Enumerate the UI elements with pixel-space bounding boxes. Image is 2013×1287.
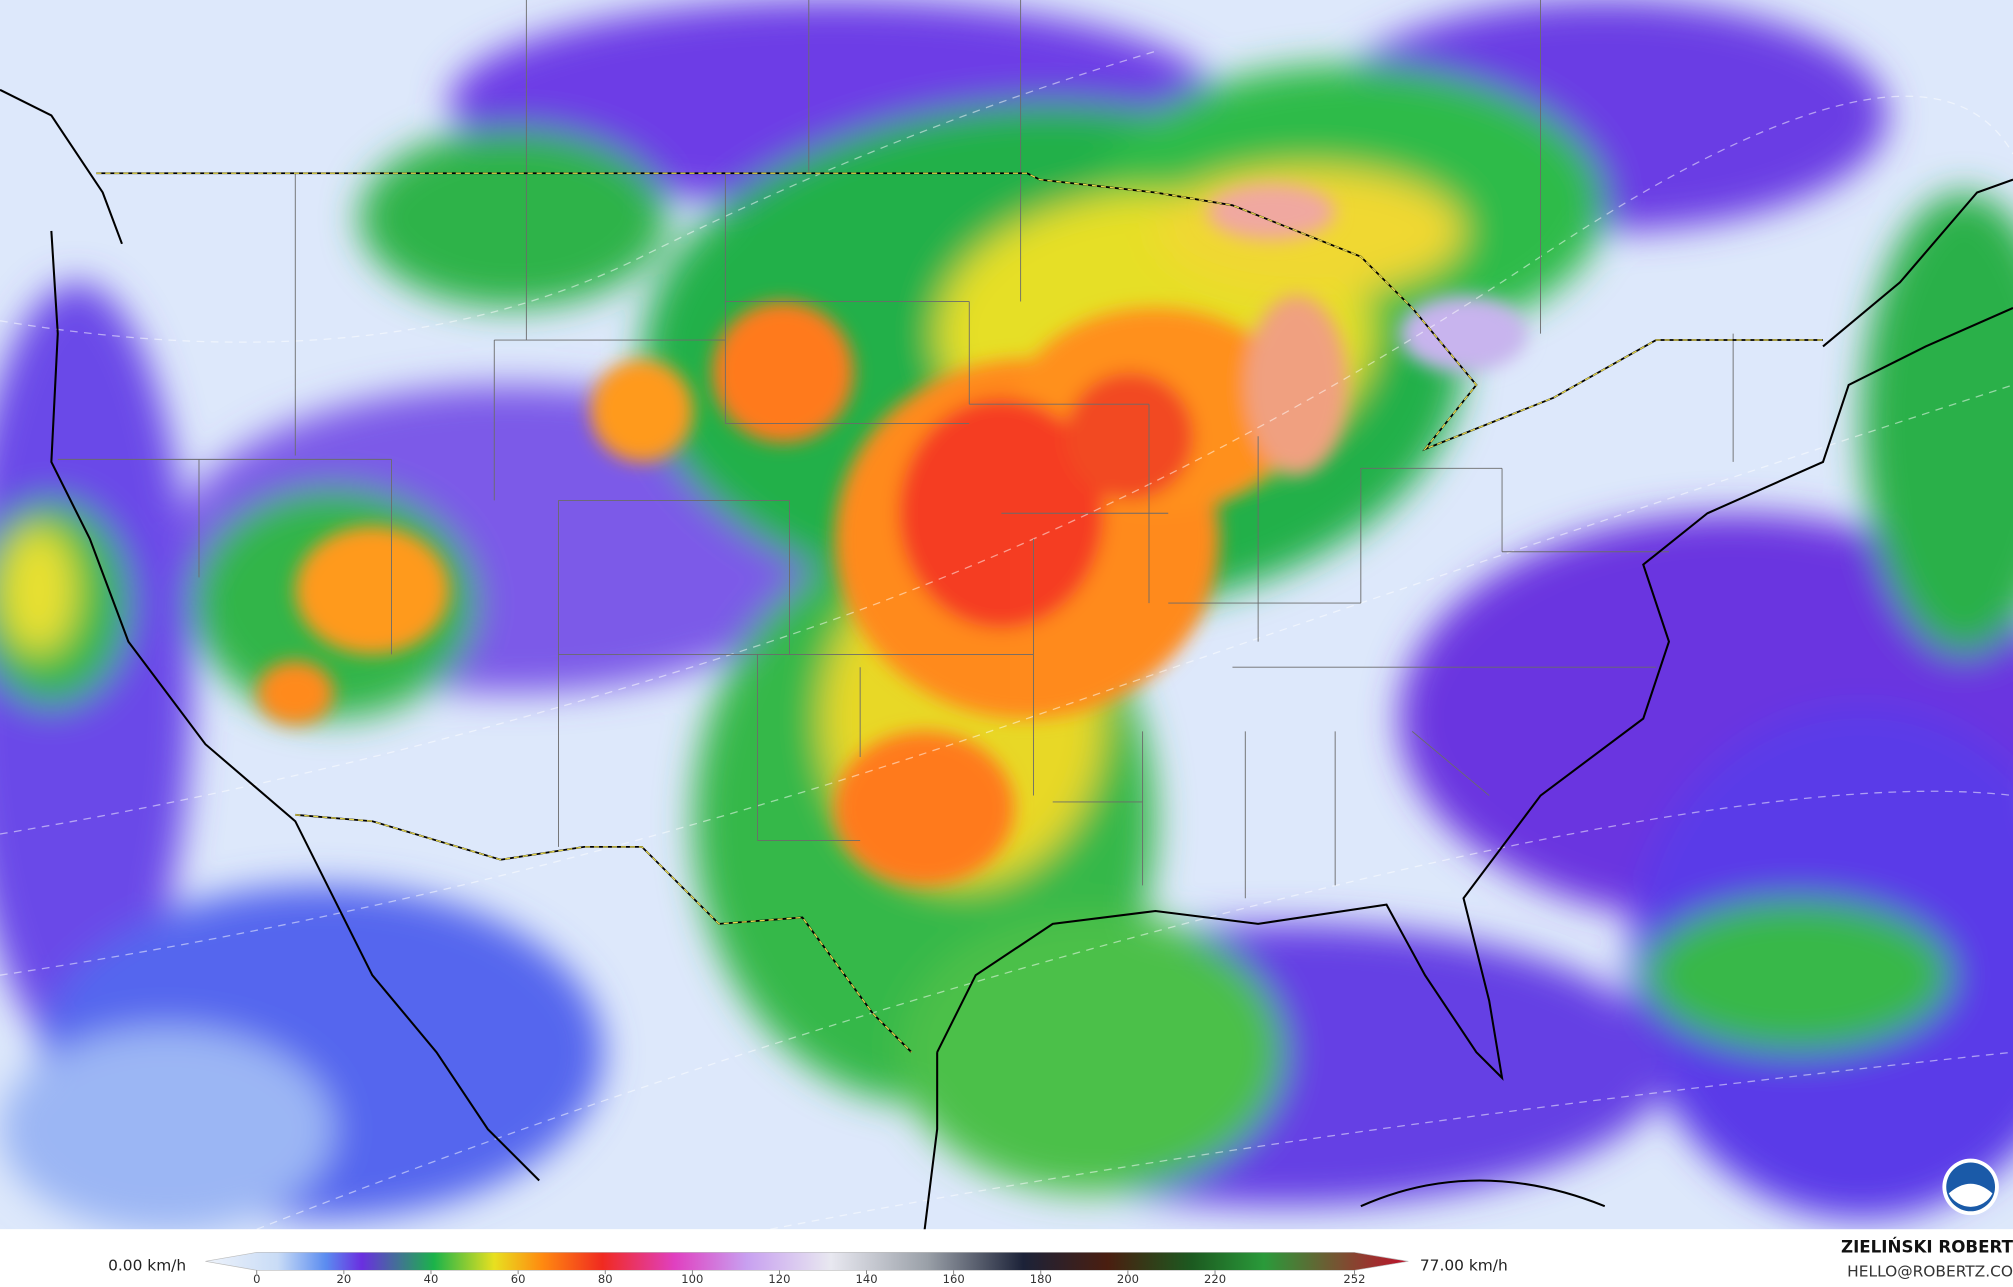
- legend-min-label: 0.00 km/h: [108, 1256, 186, 1274]
- isobars: [0, 50, 2013, 1230]
- tick-label: 200: [1117, 1272, 1139, 1286]
- tick-label: 80: [598, 1272, 613, 1286]
- tick-label: 220: [1204, 1272, 1226, 1286]
- borders: [96, 172, 1823, 1053]
- tick-label: 140: [856, 1272, 878, 1286]
- tick-label: 20: [337, 1272, 352, 1286]
- tick-label: 40: [424, 1272, 439, 1286]
- credit-name: ZIELIŃSKI ROBERT: [1841, 1237, 2013, 1256]
- tick-label: 60: [511, 1272, 526, 1286]
- coastlines: [0, 88, 2013, 1232]
- tick-label: 252: [1343, 1272, 1365, 1286]
- map: [0, 0, 2013, 1232]
- noaa-logo: [1942, 1158, 1999, 1216]
- color-bar: [205, 1252, 1409, 1271]
- legend-max-label: 77.00 km/h: [1420, 1256, 1508, 1274]
- tick-label: 100: [681, 1272, 703, 1286]
- tick-label: 180: [1030, 1272, 1052, 1286]
- tick-label: 120: [768, 1272, 790, 1286]
- tick-label: 0: [253, 1272, 260, 1286]
- tick-label: 160: [943, 1272, 965, 1286]
- credit-email: HELLO@ROBERTZ.CO: [1847, 1263, 2013, 1281]
- state-lines: [57, 0, 1734, 899]
- legend: 0.00 km/h 77.00 km/h ZIELIŃSKI ROBERT HE…: [0, 1229, 2013, 1287]
